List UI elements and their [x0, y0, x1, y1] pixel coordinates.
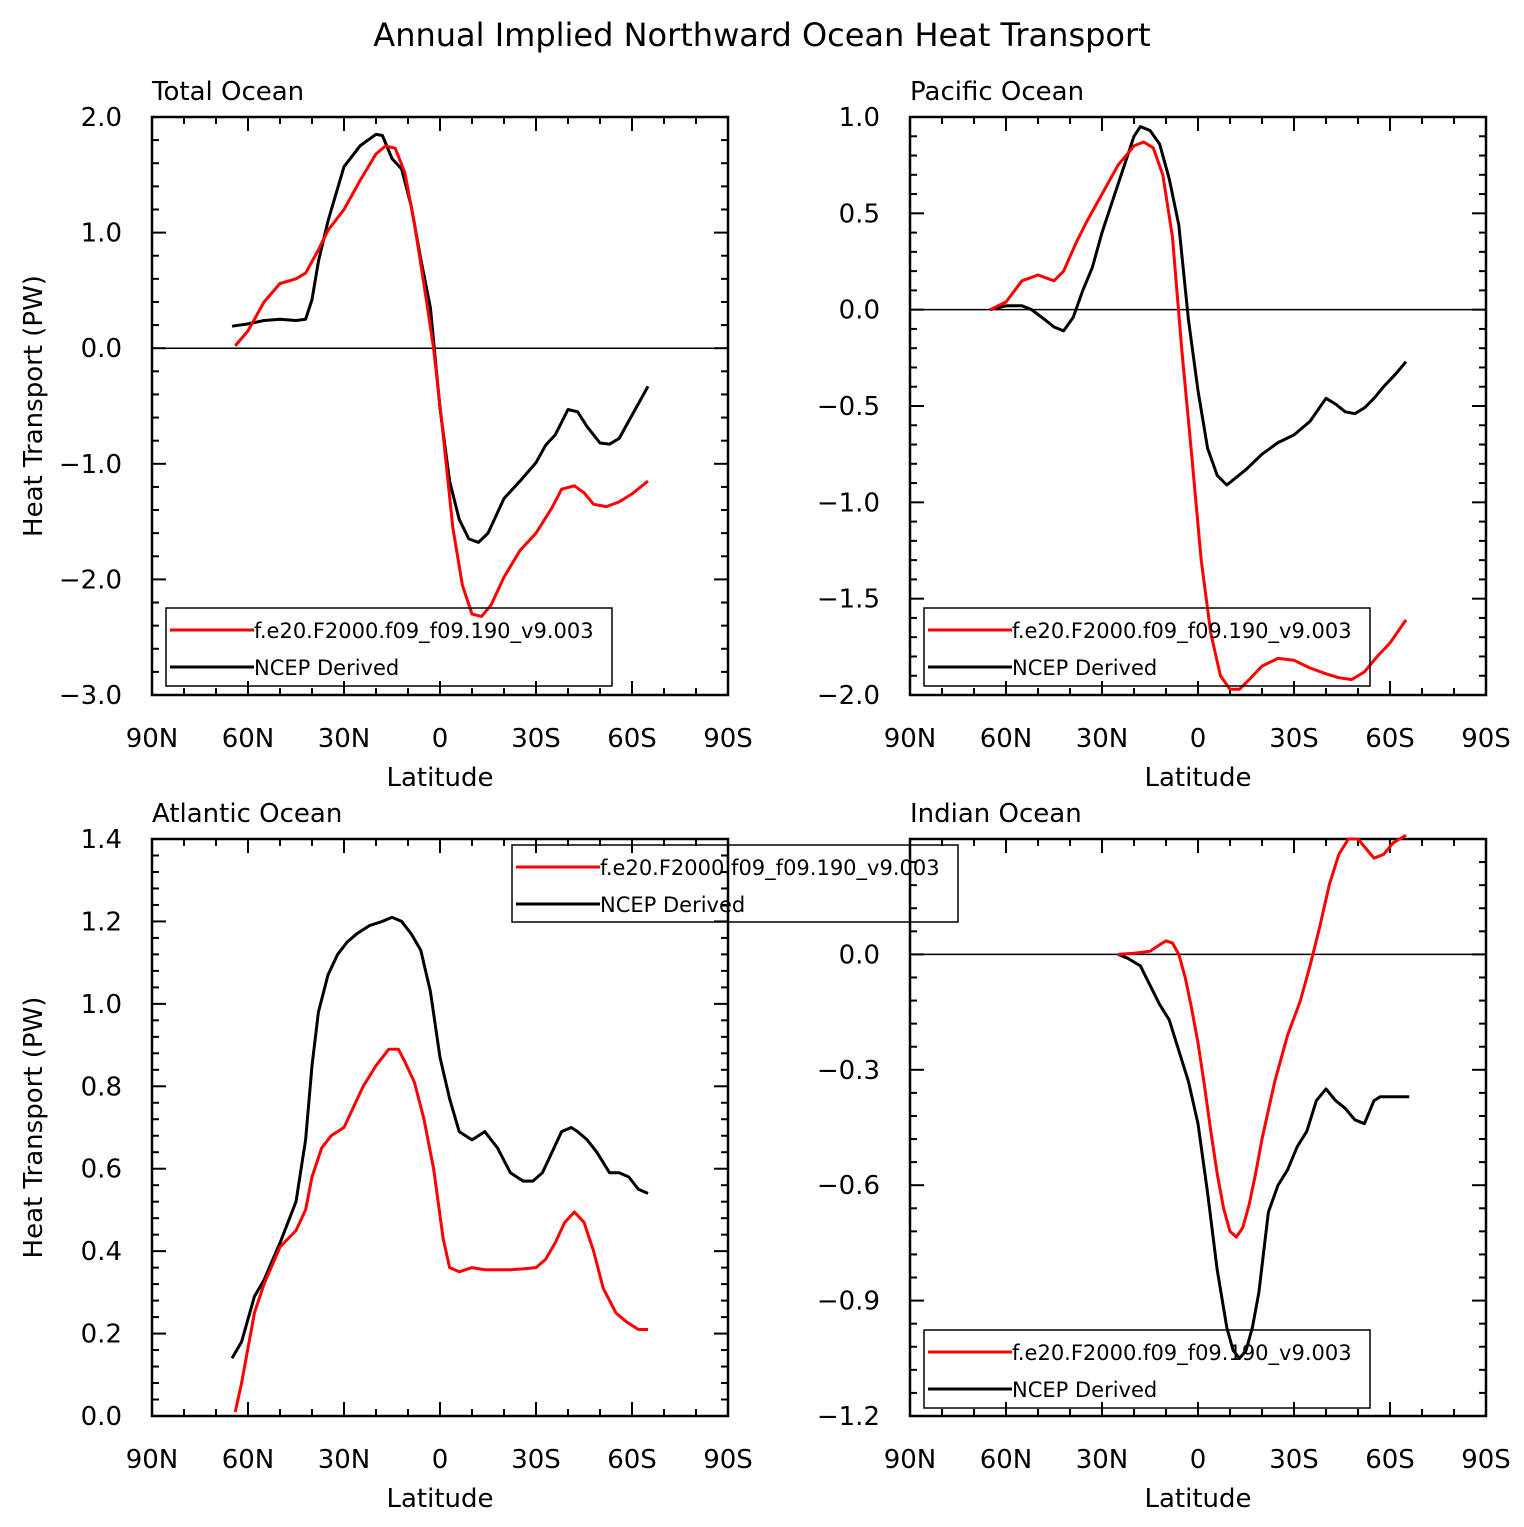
legend-box — [923, 1329, 1371, 1409]
y-tick-label: 0.5 — [839, 199, 880, 229]
legend-label: NCEP Derived — [600, 893, 745, 917]
x-tick-label: 30S — [1269, 724, 1319, 754]
x-tick-label: 90S — [1461, 1445, 1511, 1475]
y-tick-label: 1.0 — [81, 219, 122, 249]
y-tick-label: 0.0 — [81, 1402, 122, 1432]
legend-label: NCEP Derived — [1012, 1378, 1157, 1402]
legend: f.e20.F2000.f09_f09.190_v9.003 NCEP Deriv… — [923, 1329, 1371, 1409]
series-line-model — [989, 140, 1408, 691]
x-tick-label: 90S — [1461, 724, 1511, 754]
legend-box — [165, 607, 613, 687]
y-tick-label: 1.4 — [81, 825, 122, 855]
y-tick-label: 0.2 — [81, 1320, 122, 1350]
y-tick-label: −0.5 — [817, 392, 880, 422]
x-axis-label: Latitude — [1144, 1484, 1251, 1514]
x-tick-label: 30N — [318, 1445, 371, 1475]
panel-title: Indian Ocean — [910, 799, 1082, 829]
x-tick-label: 30N — [1076, 1445, 1129, 1475]
panel-title: Total Ocean — [151, 77, 304, 107]
legend: f.e20.F2000.f09_f09.190_v9.003 NCEP Deriv… — [511, 844, 959, 923]
legend-box — [923, 607, 1371, 687]
y-tick-label: 0.8 — [81, 1072, 122, 1102]
y-tick-label: −0.6 — [817, 1171, 880, 1201]
x-tick-label: 60S — [607, 724, 657, 754]
series-line-ncep — [230, 915, 649, 1360]
series-line-ncep — [231, 132, 650, 544]
y-tick-label: −2.0 — [59, 565, 122, 595]
x-tick-label: 30S — [511, 724, 561, 754]
x-tick-label: 0 — [432, 1445, 449, 1475]
x-tick-label: 60N — [222, 1445, 275, 1475]
y-tick-label: 2.0 — [81, 103, 122, 133]
x-axis-label: Latitude — [386, 1484, 493, 1514]
y-tick-label: −1.0 — [817, 488, 880, 518]
y-tick-label: −2.0 — [817, 681, 880, 711]
legend: f.e20.F2000.f09_f09.190_v9.003 NCEP Deriv… — [923, 607, 1371, 687]
series-line-ncep — [1117, 953, 1410, 1360]
x-tick-label: 90S — [703, 1445, 753, 1475]
y-tick-label: −1.2 — [817, 1402, 880, 1432]
panel-title: Pacific Ocean — [910, 77, 1084, 107]
legend-label: f.e20.F2000.f09_f09.190_v9.003 — [254, 619, 594, 644]
x-tick-label: 90N — [884, 1445, 937, 1475]
x-tick-label: 90N — [884, 724, 937, 754]
panel-pacific-ocean: Pacific Ocean 90N 60N 30N 0 30S 60S 90S −2.0 −1.5… — [817, 77, 1511, 793]
series-line-ncep — [989, 125, 1408, 487]
legend-label: f.e20.F2000.f09_f09.190_v9.003 — [600, 856, 940, 881]
y-tick-label: 0.0 — [839, 940, 880, 970]
y-tick-label: 0.6 — [81, 1155, 122, 1185]
legend-label: NCEP Derived — [1012, 656, 1157, 680]
x-tick-label: 90N — [126, 1445, 179, 1475]
legend-label: NCEP Derived — [254, 656, 399, 680]
y-tick-label: 0.0 — [839, 296, 880, 326]
y-tick-label: −3.0 — [59, 681, 122, 711]
x-tick-label: 30N — [1076, 724, 1129, 754]
y-tick-label: 1.0 — [839, 103, 880, 133]
y-tick-label: 1.0 — [81, 990, 122, 1020]
legend-box — [511, 844, 959, 923]
y-tick-label: 1.2 — [81, 907, 122, 937]
y-tick-label: 0.4 — [81, 1237, 122, 1267]
y-axis-label: Heat Transport (PW) — [19, 997, 49, 1259]
figure-title: Annual Implied Northward Ocean Heat Tran… — [373, 16, 1150, 54]
x-tick-label: 90S — [703, 724, 753, 754]
series-line-model — [233, 1047, 648, 1413]
y-tick-label: −1.5 — [817, 585, 880, 615]
x-tick-label: 0 — [1190, 724, 1207, 754]
x-tick-label: 90N — [126, 724, 179, 754]
y-tick-label: −1.0 — [59, 450, 122, 480]
x-axis-label: Latitude — [386, 763, 493, 793]
y-tick-label: −0.9 — [817, 1287, 880, 1317]
legend: f.e20.F2000.f09_f09.190_v9.003 NCEP Deriv… — [165, 607, 613, 687]
x-tick-label: 60S — [607, 1445, 657, 1475]
series-line-model — [234, 144, 649, 618]
legend-label: f.e20.F2000.f09_f09.190_v9.003 — [1012, 619, 1352, 644]
x-tick-label: 30S — [1269, 1445, 1319, 1475]
x-tick-label: 0 — [1190, 1445, 1207, 1475]
panel-total-ocean: Total Ocean 90N 60N 30N 0 30S 60S 90S −3.0 −2.0 −1… — [19, 77, 753, 793]
x-tick-label: 60S — [1365, 724, 1415, 754]
y-tick-label: −0.3 — [817, 1056, 880, 1086]
panel-title: Atlantic Ocean — [152, 799, 342, 829]
x-tick-label: 60S — [1365, 1445, 1415, 1475]
panel-indian-ocean: Indian Ocean 90N 60N 30N 0 30S 60S 90S −1.2 −0.9 −… — [817, 799, 1511, 1514]
x-tick-label: 60N — [980, 724, 1033, 754]
legend-label: f.e20.F2000.f09_f09.190_v9.003 — [1012, 1341, 1352, 1366]
x-tick-label: 30S — [511, 1445, 561, 1475]
x-tick-label: 60N — [222, 724, 275, 754]
series-line-model — [1117, 833, 1407, 1239]
x-tick-label: 60N — [980, 1445, 1033, 1475]
panel-atlantic-ocean: Atlantic Ocean 90N 60N 30N 0 30S 60S 90S 0.0 0.2 0… — [19, 799, 753, 1514]
y-tick-label: 0.0 — [81, 334, 122, 364]
x-tick-label: 0 — [432, 724, 449, 754]
x-axis-label: Latitude — [1144, 763, 1251, 793]
y-axis-label: Heat Transport (PW) — [19, 275, 49, 537]
x-tick-label: 30N — [318, 724, 371, 754]
